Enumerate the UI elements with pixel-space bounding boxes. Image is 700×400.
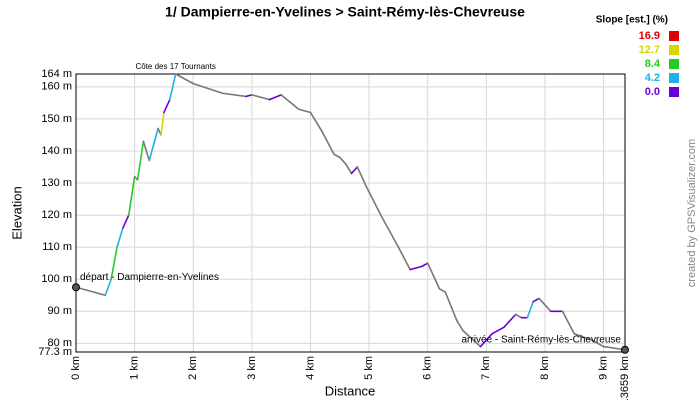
y-tick-label: 120 m <box>41 209 72 221</box>
profile-segment <box>163 98 171 114</box>
profile-segment <box>432 275 441 290</box>
profile-segment <box>380 214 400 248</box>
x-tick-label: 5 km <box>363 356 375 380</box>
x-tick-label: 8 km <box>539 356 551 380</box>
x-tick-label: 4 km <box>304 356 316 380</box>
x-tick-label: 9 km <box>597 356 609 380</box>
profile-segment <box>538 297 552 313</box>
profile-segment <box>104 278 112 297</box>
legend-label: 12.7 <box>639 44 660 56</box>
profile-segment <box>122 214 130 229</box>
profile-segment <box>280 94 300 111</box>
profile-segment <box>526 300 535 319</box>
annotation: départ - Dampierre-en-Yvelines <box>80 272 219 283</box>
profile-segment <box>110 246 118 281</box>
profile-segment <box>365 185 382 216</box>
profile-segment <box>75 286 107 297</box>
x-tick-label: 3 km <box>246 356 258 380</box>
waypoint <box>621 345 629 354</box>
profile-segment <box>344 162 353 175</box>
profile-segment <box>514 313 523 319</box>
legend-swatch <box>669 45 679 55</box>
legend-title: Slope [est.] (%) <box>596 15 668 26</box>
profile-segment <box>456 320 464 332</box>
x-tick-label: 1 km <box>129 356 141 380</box>
y-axis-label: Elevation <box>9 186 24 239</box>
legend-swatch <box>669 87 679 97</box>
legend-swatch <box>669 59 679 69</box>
profile-segment <box>127 175 136 216</box>
x-tick-label: 2 km <box>187 356 199 380</box>
annotation: Côte des 17 Tournants <box>135 62 215 71</box>
y-tick-label: 90 m <box>48 305 72 317</box>
profile-segment <box>444 291 458 322</box>
profile-segment <box>350 166 359 175</box>
profile-segment <box>409 265 423 271</box>
profile-segment <box>503 313 517 329</box>
profile-segment <box>333 153 341 159</box>
profile-segment <box>221 92 247 98</box>
legend-label: 16.9 <box>639 30 660 42</box>
profile-segment <box>116 227 124 248</box>
y-tick-label: 160 m <box>41 81 72 93</box>
profile-segment <box>421 262 429 268</box>
profile-segment <box>438 288 447 293</box>
x-tick-label: 6 km <box>422 356 434 380</box>
y-tick-label: 130 m <box>41 177 72 189</box>
profile-segment <box>479 332 493 348</box>
profile-segment <box>491 326 505 335</box>
profile-segment <box>397 246 411 271</box>
profile-segment <box>297 108 312 114</box>
y-tick-label: 164 m <box>41 68 72 80</box>
profile-segment <box>168 73 177 101</box>
legend-label: 8.4 <box>645 58 661 70</box>
y-tick-label: 110 m <box>42 241 72 253</box>
profile-segment <box>356 166 367 188</box>
profile-segment <box>192 82 224 95</box>
profile-segment <box>573 332 593 341</box>
profile-segment <box>268 94 282 101</box>
annotation: arrivée - Saint-Rémy-lès-Chevreuse <box>462 334 622 345</box>
legend-swatch <box>669 31 679 41</box>
profile-segment <box>426 262 435 277</box>
profile-segment <box>142 140 151 162</box>
y-tick-label: 100 m <box>41 273 72 285</box>
legend-swatch <box>669 73 679 83</box>
credit: created by GPSVisualizer.com <box>686 139 698 287</box>
y-tick-label: 150 m <box>41 113 72 125</box>
profile-segment <box>532 297 540 303</box>
profile-segment <box>561 310 576 335</box>
x-tick-label: 7 km <box>480 356 492 380</box>
profile-segment <box>160 111 165 136</box>
waypoint <box>72 283 80 292</box>
profile-segment <box>245 94 253 98</box>
x-tick-label: 9.3659 km <box>619 356 631 400</box>
profile-segment <box>309 111 323 133</box>
x-tick-label: 0 km <box>70 356 82 380</box>
y-tick-label: 77.3 m <box>38 346 72 358</box>
chart-title: 1/ Dampierre-en-Yvelines > Saint-Rémy-lè… <box>165 4 525 20</box>
profile-segment <box>251 94 271 101</box>
x-axis-label: Distance <box>325 383 376 398</box>
legend-label: 4.2 <box>645 72 660 84</box>
profile-segment <box>148 127 159 162</box>
profile-segment <box>136 140 145 181</box>
y-tick-label: 80 m <box>48 337 72 349</box>
profile-segment <box>591 339 605 348</box>
profile-segment <box>338 156 347 165</box>
profile-segment <box>462 329 482 348</box>
plot-frame <box>75 73 626 353</box>
profile-segment <box>174 73 195 85</box>
legend-label: 0.0 <box>645 86 660 98</box>
y-tick-label: 140 m <box>41 145 72 157</box>
profile-segment <box>321 130 335 155</box>
